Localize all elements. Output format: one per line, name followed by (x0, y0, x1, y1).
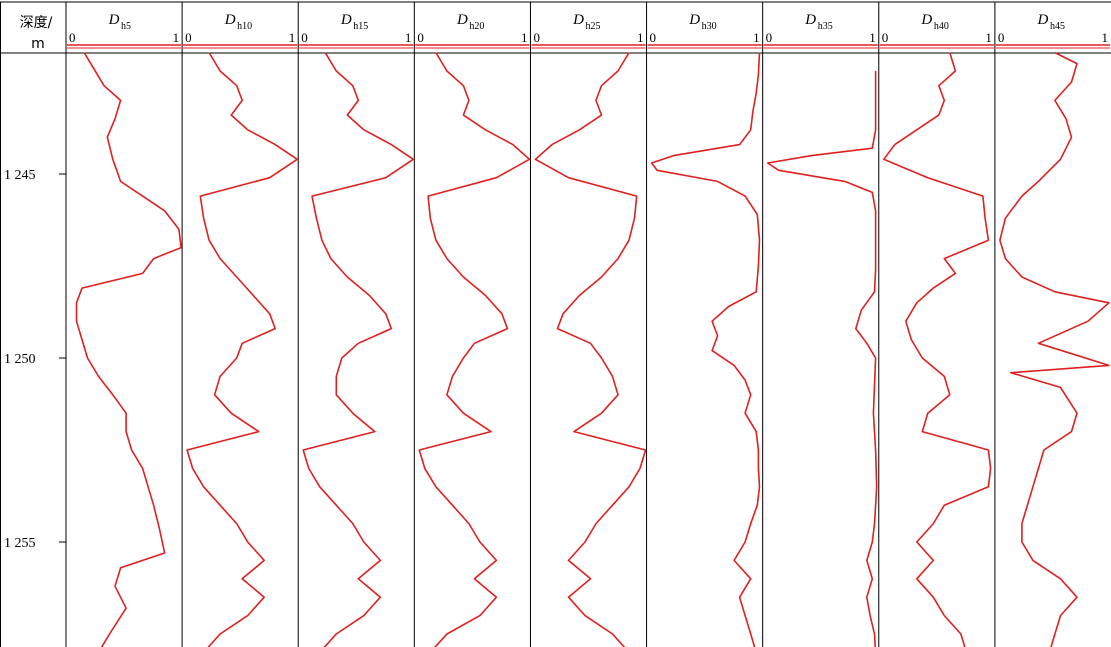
curve-dh5 (75, 52, 182, 647)
track-scale-max: 1 (521, 30, 528, 45)
track-title: D (688, 12, 700, 28)
track-title: D (572, 12, 584, 28)
track-title: D (108, 12, 120, 28)
curve-dh20 (418, 52, 531, 647)
depth-axis: 深度/ m 1 245 1 250 1 255 (4, 15, 66, 551)
track-title-subscript: h30 (702, 21, 717, 32)
track-scale-min: 0 (882, 30, 889, 45)
track-scale-max: 1 (289, 30, 296, 45)
track-title-subscript: h40 (934, 21, 949, 32)
track-scale-min: 0 (650, 30, 657, 45)
curve-dh40 (882, 52, 992, 647)
track-scale-min: 0 (185, 30, 192, 45)
depth-tick-label: 1 250 (4, 352, 36, 367)
depth-axis-title-line2: m (31, 36, 45, 52)
depth-tick-label: 1 255 (4, 536, 36, 551)
track-title: D (224, 12, 236, 28)
track-title: D (920, 12, 932, 28)
track-scale-min: 0 (417, 30, 424, 45)
curve-dh35 (766, 71, 878, 647)
curve-dh30 (650, 52, 761, 647)
track-title: D (456, 12, 468, 28)
track-title-subscript: h45 (1050, 21, 1065, 32)
track-scale-max: 1 (753, 30, 760, 45)
curve-dh15 (302, 52, 415, 647)
depth-tick-label: 1 245 (4, 168, 36, 183)
track-title-subscript: h15 (353, 21, 368, 32)
track-title-subscript: h25 (586, 21, 601, 32)
curve-dh10 (186, 52, 299, 647)
track-scale-min: 0 (301, 30, 308, 45)
track-scale-max: 1 (405, 30, 412, 45)
track-scale-min: 0 (69, 30, 76, 45)
track-scale-min: 0 (766, 30, 773, 45)
track-scale-min: 0 (533, 30, 540, 45)
track-scale-max: 1 (869, 30, 876, 45)
track-scale-min: 0 (998, 30, 1005, 45)
track-scale-max: 1 (985, 30, 992, 45)
track-title: D (804, 12, 816, 28)
curve-dh45 (999, 51, 1110, 647)
track-title-subscript: h35 (818, 21, 833, 32)
track-title-subscript: h20 (469, 21, 484, 32)
depth-axis-title-line1: 深度/ (20, 15, 53, 31)
track-scale-max: 1 (1102, 30, 1109, 45)
track-title: D (340, 12, 352, 28)
track-title: D (1037, 12, 1049, 28)
track-curves (75, 51, 1110, 647)
track-scale-max: 1 (173, 30, 180, 45)
track-title-subscript: h5 (121, 21, 131, 32)
track-title-subscript: h10 (237, 21, 252, 32)
curve-dh25 (534, 52, 647, 647)
track-scale-max: 1 (637, 30, 644, 45)
